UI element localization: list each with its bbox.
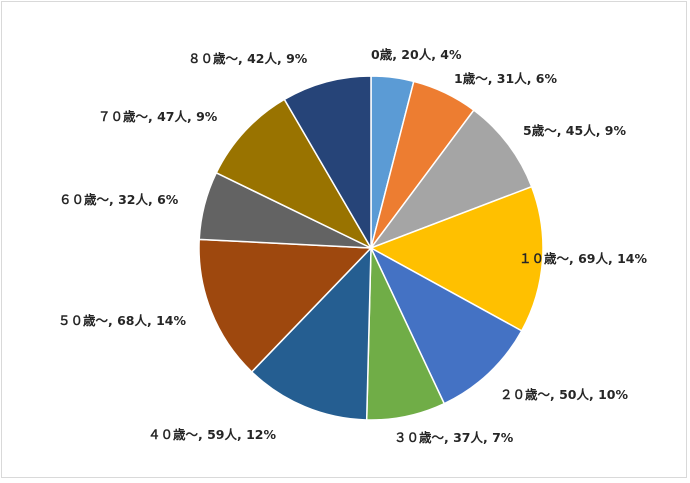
slice-data-label: １０歳～, 69人, 14% (519, 251, 647, 266)
slice-data-label: 1歳～, 31人, 6% (454, 71, 557, 86)
slice-data-label: ５０歳～, 68人, 14% (58, 313, 186, 328)
slice-labels: 0歳, 20人, 4% 1歳～, 31人, 6% 5歳～, 45人, 9% １０歳～,… (58, 47, 647, 445)
pie-slice (215, 98, 373, 250)
slice-data-label: ３０歳～, 37人, 7% (394, 430, 514, 445)
pie-slice (198, 238, 373, 373)
slice-data-label: ６０歳～, 32人, 6% (59, 192, 179, 207)
pie-slice (369, 246, 523, 405)
pie-slice (283, 75, 372, 251)
slice-data-label: 0歳, 20人, 4% (371, 47, 462, 62)
slice-data-label: ４０歳～, 59人, 12% (148, 427, 276, 442)
slice-data-label: ８０歳～, 42人, 9% (188, 51, 308, 66)
pie-slice (250, 246, 372, 421)
pie-slice (368, 109, 533, 250)
pie-slices (198, 75, 544, 421)
slice-data-label: ２０歳～, 50人, 10% (500, 387, 628, 402)
pie-slice (369, 185, 544, 332)
slice-data-label: 5歳～, 45人, 9% (523, 123, 626, 138)
slice-data-label: ７０歳～, 47人, 9% (98, 109, 218, 124)
